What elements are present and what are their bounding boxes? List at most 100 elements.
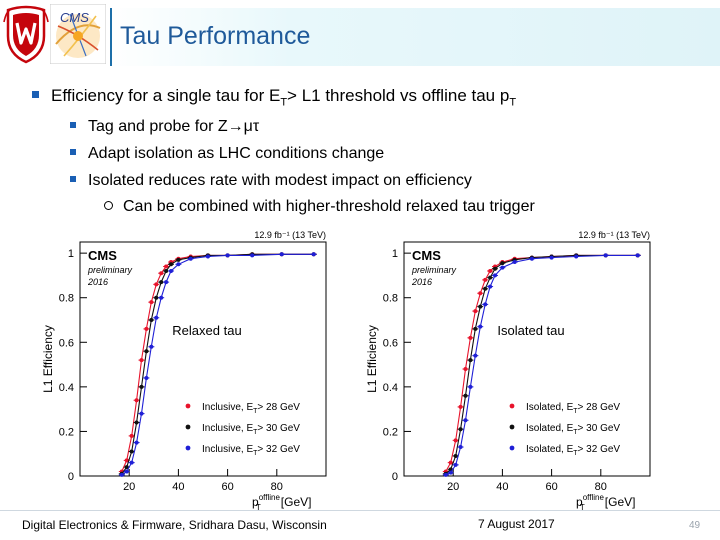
data-point: [139, 411, 144, 416]
data-point: [124, 458, 129, 463]
data-point: [159, 280, 164, 285]
legend-sub: T: [253, 408, 258, 415]
bullet-square-icon: [70, 149, 76, 155]
data-point: [164, 268, 169, 273]
data-point: [448, 460, 453, 465]
bullet-square-icon: [32, 91, 39, 98]
x-axis-label-sub: T: [256, 503, 261, 512]
legend-sub: T: [573, 429, 578, 436]
slide-title: Tau Performance: [120, 22, 311, 50]
data-point: [119, 472, 124, 477]
series-line: [445, 254, 638, 476]
data-point: [478, 291, 483, 296]
y-tick-label: 0.4: [59, 382, 74, 394]
data-point: [154, 282, 159, 287]
data-point: [483, 286, 488, 291]
legend-sub: T: [573, 408, 578, 415]
bullet-square-icon: [70, 122, 76, 128]
data-point: [574, 254, 579, 259]
y-tick-label: 0.2: [59, 426, 74, 438]
legend-name: Inclusive, E: [202, 444, 253, 455]
data-point: [443, 472, 448, 477]
data-point: [478, 324, 483, 329]
data-point: [154, 295, 159, 300]
x-tick-label: 40: [496, 481, 508, 493]
legend-marker: [185, 445, 191, 451]
legend-entry: Isolated, ET> 32 GeV: [526, 444, 620, 457]
legend-name: Isolated, E: [526, 402, 574, 413]
data-point: [468, 384, 473, 389]
y-axis-label: L1 Efficiency: [41, 325, 55, 393]
data-point: [169, 268, 174, 273]
slide-header: CMS Tau Performance: [0, 0, 720, 66]
data-point: [463, 367, 468, 372]
data-point: [483, 302, 488, 307]
data-point: [124, 465, 129, 470]
bullet-sub-tag-probe: Tag and probe for Z→μτ: [70, 118, 259, 136]
data-point: [635, 253, 640, 258]
legend-threshold: > 28 GeV: [578, 402, 621, 413]
data-point: [124, 469, 129, 474]
bullet-circle-icon: [104, 201, 113, 210]
x-axis-label-p: p: [252, 495, 259, 509]
bullet-square-icon: [70, 176, 76, 182]
series-3: [442, 253, 641, 477]
footer-date: 7 August 2017: [478, 517, 555, 531]
legend-marker: [185, 424, 191, 430]
data-point: [448, 470, 453, 475]
data-point: [458, 404, 463, 409]
data-point: [488, 284, 493, 289]
chart-background: [38, 224, 338, 514]
x-tick-label: 20: [447, 481, 459, 493]
x-axis-label-p: p: [576, 495, 583, 509]
y-tick-label: 0.4: [383, 382, 398, 394]
y-axis-label: L1 Efficiency: [365, 325, 379, 393]
data-point: [129, 433, 134, 438]
year-label: 2016: [411, 277, 432, 287]
data-point: [453, 462, 458, 467]
legend-threshold: > 32 GeV: [257, 444, 300, 455]
data-point: [129, 449, 134, 454]
x-axis-label-unit: [GeV]: [281, 495, 312, 509]
data-point: [144, 375, 149, 380]
data-point: [453, 453, 458, 458]
data-point: [250, 253, 255, 258]
data-point: [500, 265, 505, 270]
footer-presenter: Digital Electronics & Firmware, Sridhara…: [22, 518, 327, 532]
legend-name: Isolated, E: [526, 423, 574, 434]
data-point: [488, 268, 493, 273]
y-tick-label: 0.8: [383, 293, 398, 305]
preliminary-label: preliminary: [87, 265, 133, 275]
chart-relaxed-tau: 20 40 60 80 0 0.2 0.4 0.6 0.8 1 L1 Efficiency poffl…: [38, 224, 338, 514]
legend-entry: Isolated, ET> 28 GeV: [526, 402, 620, 415]
legend-marker: [509, 445, 515, 451]
x-axis-label-unit: [GeV]: [605, 495, 636, 509]
x-axis-label-sup: offline: [259, 493, 281, 502]
header-band: [108, 8, 720, 66]
x-tick-label: 20: [123, 481, 135, 493]
plot-frame: [79, 241, 327, 477]
data-point: [473, 353, 478, 358]
y-tick-label: 0: [392, 471, 398, 483]
page-number: 49: [689, 520, 701, 531]
legend-threshold: > 30 GeV: [257, 423, 300, 434]
data-point: [225, 253, 230, 258]
legend-name: Inclusive, E: [202, 423, 253, 434]
series-line: [445, 254, 638, 475]
footer-line: [0, 510, 720, 511]
chart-title: Isolated tau: [497, 323, 564, 338]
legend-entry: Inclusive, ET> 28 GeV: [202, 402, 300, 415]
data-point: [159, 295, 164, 300]
chart-isolated-tau: 20 40 60 80 0 0.2 0.4 0.6 0.8 1 L1 Efficiency poffl…: [362, 224, 662, 514]
legend-threshold: > 30 GeV: [578, 423, 621, 434]
data-point: [205, 254, 210, 259]
year-label: 2016: [87, 277, 108, 287]
bullet-main-mid: > L1 threshold vs offline tau p: [287, 86, 510, 105]
legend-name: Inclusive, E: [202, 402, 253, 413]
x-tick-label: 80: [595, 481, 607, 493]
chart-title-box: [159, 318, 247, 342]
svg-text:CMS: CMS: [60, 10, 89, 25]
data-point: [458, 445, 463, 450]
y-tick-label: 0.6: [383, 337, 398, 349]
x-axis-label: poffline T [GeV]: [576, 493, 635, 512]
